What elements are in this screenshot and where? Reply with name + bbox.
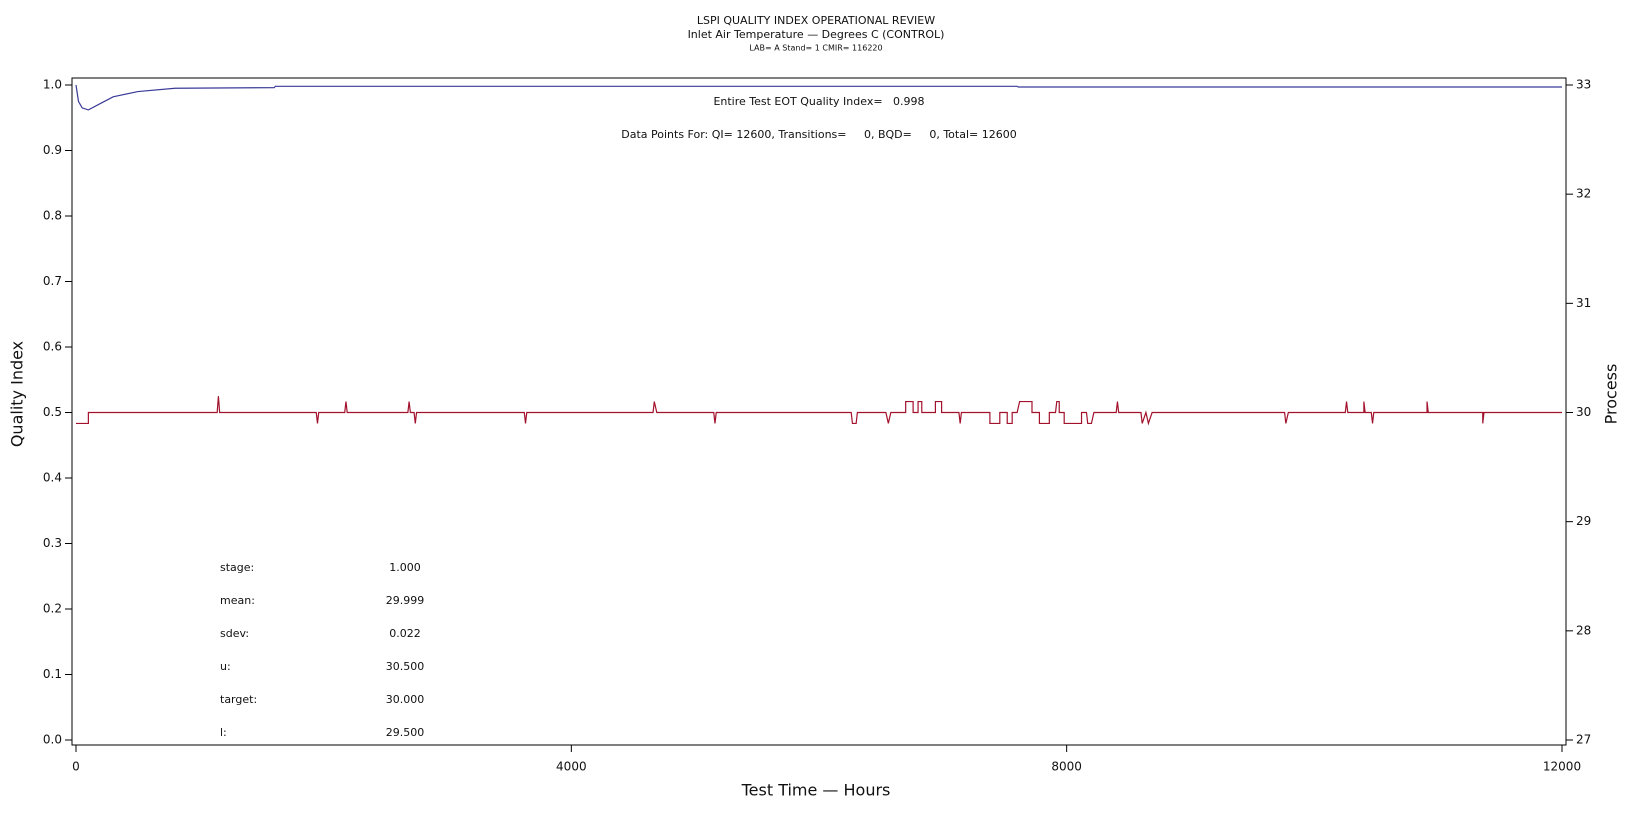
y2-tick-label: 31 — [1576, 296, 1591, 310]
y-tick-label: 0.2 — [43, 602, 62, 616]
y-tick-label: 0.9 — [43, 143, 62, 157]
stat-label: l: — [220, 726, 227, 739]
stat-label: stage: — [220, 561, 254, 574]
y-tick-label: 0.3 — [43, 536, 62, 550]
x-tick-label: 4000 — [556, 760, 587, 774]
stat-label: mean: — [220, 594, 255, 607]
stat-value: 29.999 — [386, 594, 425, 607]
x-axis-label: Test Time — Hours — [741, 781, 891, 800]
y-tick-label: 0.8 — [43, 209, 62, 223]
y-tick-label: 1.0 — [43, 78, 62, 92]
x-tick-label: 8000 — [1051, 760, 1082, 774]
y2-tick-label: 29 — [1576, 514, 1591, 528]
data-line — [76, 396, 1562, 426]
stat-label: u: — [220, 660, 231, 673]
stat-value: 1.000 — [389, 561, 421, 574]
chart-subtitle: LAB= A Stand= 1 CMIR= 116220 — [749, 44, 882, 53]
annotation: Data Points For: QI= 12600, Transitions=… — [621, 128, 1016, 141]
y-tick-label: 0.1 — [43, 667, 62, 681]
x-tick-label: 12000 — [1543, 760, 1581, 774]
x-tick-label: 0 — [72, 760, 80, 774]
plot-frame — [71, 77, 1567, 746]
y-tick-label: 0.0 — [43, 733, 62, 747]
y2-tick-label: 27 — [1576, 733, 1591, 747]
chart-subtitle: Inlet Air Temperature — Degrees C (CONTR… — [688, 28, 945, 41]
y2-axis-label: Process — [1602, 364, 1621, 425]
y2-tick-label: 32 — [1576, 187, 1591, 201]
stat-label: sdev: — [220, 627, 249, 640]
stat-value: 0.022 — [389, 627, 421, 640]
y2-tick-label: 28 — [1576, 623, 1591, 637]
stat-value: 30.500 — [386, 660, 425, 673]
annotation: Entire Test EOT Quality Index= 0.998 — [713, 95, 924, 108]
y-axis-label: Quality Index — [8, 341, 27, 447]
y2-tick-label: 33 — [1576, 78, 1591, 92]
stat-label: target: — [220, 693, 257, 706]
stat-value: 29.500 — [386, 726, 425, 739]
y-tick-label: 0.7 — [43, 274, 62, 288]
data-line — [75, 84, 1562, 111]
y2-tick-label: 30 — [1576, 405, 1591, 419]
y-tick-label: 0.5 — [43, 405, 62, 419]
y-tick-label: 0.4 — [43, 471, 62, 485]
stat-value: 30.000 — [386, 693, 425, 706]
chart-title: LSPI QUALITY INDEX OPERATIONAL REVIEW — [697, 14, 935, 27]
y-tick-label: 0.6 — [43, 340, 62, 354]
